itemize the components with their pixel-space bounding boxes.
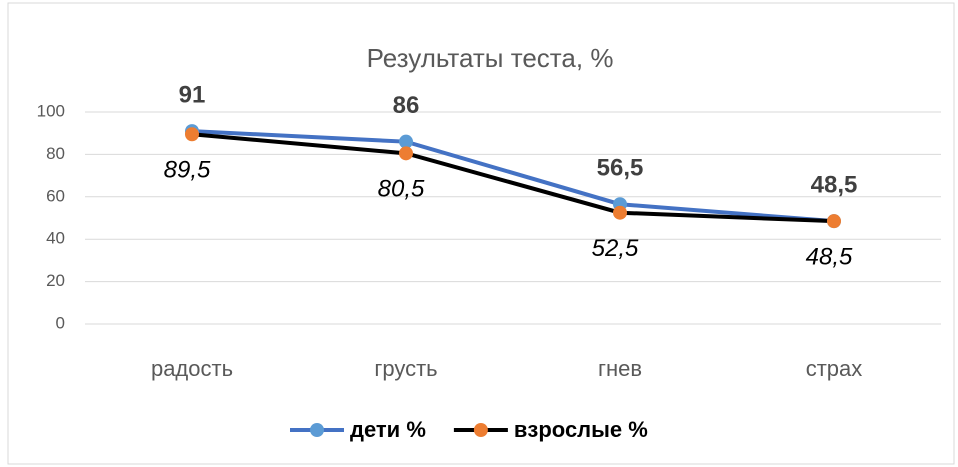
legend-marker — [310, 423, 324, 437]
x-tick-label: страх — [806, 356, 863, 381]
data-label: 52,5 — [592, 235, 639, 262]
marker — [399, 146, 413, 161]
x-tick-label: гнев — [598, 356, 642, 381]
chart-title: Результаты теста, % — [367, 43, 614, 73]
data-label: 89,5 — [164, 157, 211, 184]
y-tick-label: 20 — [46, 271, 65, 290]
data-label: 48,5 — [806, 244, 853, 271]
chart-border — [7, 2, 955, 465]
series-line — [191, 129, 835, 224]
data-label: 80,5 — [378, 176, 425, 203]
x-tick-label: радость — [151, 356, 233, 381]
y-tick-label: 0 — [56, 313, 65, 332]
y-tick-label: 100 — [37, 101, 65, 120]
data-label: 48,5 — [811, 172, 858, 199]
marker — [185, 127, 199, 142]
series-line — [191, 132, 835, 224]
data-label: 56,5 — [597, 155, 644, 182]
data-label: 91 — [179, 81, 206, 108]
marker — [613, 205, 627, 220]
marker — [827, 214, 841, 229]
marker — [399, 134, 413, 149]
legend-label: дети % — [350, 417, 426, 442]
legend-label: взрослые % — [514, 417, 648, 442]
x-tick-label: грусть — [374, 356, 437, 381]
legend-marker — [473, 423, 488, 437]
y-tick-label: 80 — [46, 144, 65, 163]
y-tick-label: 40 — [46, 229, 65, 248]
y-tick-label: 60 — [46, 186, 65, 205]
data-label: 86 — [393, 92, 420, 119]
